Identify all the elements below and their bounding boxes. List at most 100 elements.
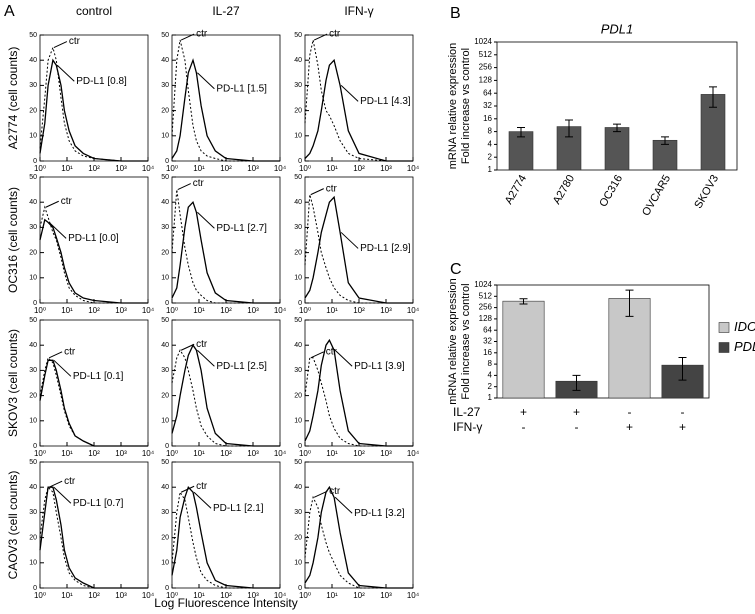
y-tick-label: 50 (294, 32, 302, 39)
x-tick-label: 10¹ (326, 164, 338, 173)
y-tick-label: 30 (29, 82, 37, 89)
y-tick-label: 0 (33, 300, 37, 307)
curve-label: PD-L1 [2.5] (216, 361, 267, 372)
x-tick-label: 10³ (247, 591, 259, 600)
curve-label: ctr (329, 29, 341, 40)
curve-label: ctr (196, 481, 208, 492)
y-tick-label: 50 (294, 317, 302, 324)
plot-frame (171, 319, 281, 447)
legend-swatch (718, 322, 730, 333)
x-tick-label: 10² (353, 306, 365, 315)
x-tick-label: 10¹ (61, 306, 73, 315)
y-tick-label: 128 (479, 76, 493, 85)
x-tick-label: 10⁰ (34, 306, 46, 315)
x-tick-label: OVCAR5 (640, 173, 673, 218)
x-tick-label: 10³ (380, 164, 392, 173)
row-label: A2774 (cell counts) (6, 47, 20, 150)
annotation-arrow (180, 33, 195, 41)
y-tick-label: 50 (29, 174, 37, 181)
condition-name: IL-27 (453, 405, 481, 419)
x-tick-label: 10² (88, 449, 100, 458)
annotation-arrow (56, 64, 75, 82)
x-tick-label: 10³ (247, 449, 259, 458)
y-tick-label: 0 (298, 158, 302, 165)
histogram-curve (171, 200, 280, 304)
y-tick-label: 50 (29, 317, 37, 324)
x-tick-label: A2780 (551, 173, 577, 207)
curve-label: PD-L1 [3.2] (354, 508, 405, 519)
y-tick-label: 50 (161, 174, 169, 181)
annotation-arrow (53, 41, 68, 49)
y-tick-label: 50 (294, 174, 302, 181)
x-tick-label: 10³ (115, 306, 127, 315)
y-tick-label: 10 (294, 275, 302, 282)
y-tick-label: 20 (161, 392, 169, 399)
y-tick-label: 1 (488, 165, 493, 174)
x-tick-label: 10⁴ (274, 306, 287, 315)
x-tick-label: 10¹ (326, 306, 338, 315)
plot-frame (304, 461, 414, 589)
y-tick-label: 10 (29, 560, 37, 567)
legend-label: IDO1 (734, 319, 755, 334)
y-tick-label: 50 (161, 459, 169, 466)
column-header: IFN-γ (344, 4, 373, 18)
error-bar (613, 123, 621, 133)
row-label: CAOV3 (cell counts) (6, 471, 20, 580)
error-bar (625, 289, 634, 317)
y-tick-label: 40 (161, 484, 169, 491)
histogram-curve (304, 357, 413, 447)
annotation-arrow (48, 351, 63, 359)
curve-label: PD-L1 [0.8] (76, 76, 127, 87)
column-header: IL-27 (212, 4, 240, 18)
y-tick-label: 10 (161, 275, 169, 282)
x-tick-label: 10⁰ (34, 449, 46, 458)
y-tick-label: 0 (165, 300, 169, 307)
y-tick-label: 64 (483, 325, 492, 334)
y-tick-label: 30 (294, 82, 302, 89)
error-bar (678, 356, 687, 381)
y-tick-label: 10 (29, 133, 37, 140)
annotation-arrow (45, 200, 59, 208)
x-tick-label: 10⁰ (34, 164, 46, 173)
curve-label: ctr (69, 36, 81, 47)
histogram-curve (304, 194, 413, 304)
x-tick-label: 10³ (247, 306, 259, 315)
x-tick-label: 10¹ (193, 306, 205, 315)
annotation-arrow (177, 183, 191, 191)
histogram-curve (171, 485, 280, 589)
plot-frame (39, 461, 149, 589)
y-tick-label: 0 (298, 300, 302, 307)
x-tick-label: 10¹ (61, 591, 73, 600)
y-axis-label: Fold increase vs control (460, 283, 472, 399)
annotation-arrow (334, 349, 353, 367)
legend-swatch (718, 342, 730, 353)
x-tick-label: 10¹ (326, 449, 338, 458)
annotation-arrow (310, 351, 324, 359)
curve-label: ctr (61, 196, 73, 207)
histogram-curve (39, 486, 148, 589)
condition-value: + (573, 405, 580, 419)
y-tick-label: 40 (29, 199, 37, 206)
y-tick-label: 2 (488, 382, 493, 391)
y-tick-label: 40 (29, 57, 37, 64)
plot-frame (304, 176, 414, 304)
annotation-arrow (180, 343, 195, 351)
y-tick-label: 16 (483, 348, 492, 357)
histogram-curve (171, 349, 280, 447)
y-tick-label: 0 (33, 585, 37, 592)
y-tick-label: 20 (29, 249, 37, 256)
x-tick-label: 10⁰ (166, 164, 178, 173)
annotation-arrow (48, 221, 67, 239)
curve-label: PD-L1 [2.9] (360, 243, 411, 254)
annotation-arrow (340, 232, 359, 249)
legend-label: PDL1 (734, 339, 755, 354)
curve-label: ctr (326, 183, 338, 194)
x-tick-label: 10⁴ (142, 306, 155, 315)
y-tick-label: 40 (29, 484, 37, 491)
curve-label: ctr (196, 339, 208, 350)
condition-value: - (522, 420, 526, 434)
condition-value: - (575, 420, 579, 434)
y-tick-label: 30 (29, 367, 37, 374)
annotation-arrow (313, 33, 328, 41)
